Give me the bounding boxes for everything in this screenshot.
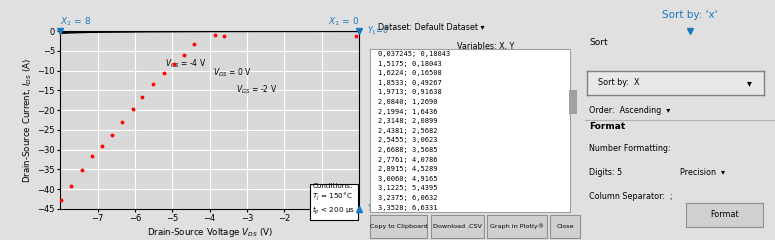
Text: Sort by: 'x': Sort by: 'x' [662,10,718,20]
X-axis label: Drain-Source Voltage $V_{DS}$ (V): Drain-Source Voltage $V_{DS}$ (V) [146,226,273,239]
Text: $V_{GS}$ = -2 V: $V_{GS}$ = -2 V [236,83,277,96]
Text: 3,2375; 6,0632: 3,2375; 6,0632 [378,195,438,201]
Text: $X_1$ = 0: $X_1$ = 0 [328,16,359,28]
Text: Graph in Plotly®: Graph in Plotly® [490,223,544,229]
Text: Order:  Ascending  ▾: Order: Ascending ▾ [589,106,670,115]
Text: Variables: X, Y: Variables: X, Y [457,42,515,51]
Text: 2,8915; 4,5289: 2,8915; 4,5289 [378,166,438,172]
Text: Format: Format [711,210,739,219]
Text: Format: Format [589,122,625,132]
Text: 2,0840; 1,2690: 2,0840; 1,2690 [378,99,438,105]
Text: 2,6688; 3,5685: 2,6688; 3,5685 [378,147,438,153]
Text: $Y_2$=45: $Y_2$=45 [367,203,394,215]
Text: Conditions:
$T_j$ = 150°C
$t_p$ < 200 μs: Conditions: $T_j$ = 150°C $t_p$ < 200 μs [312,183,355,217]
Text: 2,7761; 4,0786: 2,7761; 4,0786 [378,156,438,163]
Text: 2,5455; 3,0623: 2,5455; 3,0623 [378,137,438,144]
Text: 1,5175; 0,18043: 1,5175; 0,18043 [378,60,443,66]
Text: Dataset: Default Dataset ▾: Dataset: Default Dataset ▾ [378,23,485,32]
Text: 1,6224; 0,16508: 1,6224; 0,16508 [378,70,443,76]
Text: Sort by:  X: Sort by: X [598,78,639,87]
Text: ▾: ▾ [747,78,752,88]
Text: 1,8533; 0,49267: 1,8533; 0,49267 [378,80,443,86]
Text: 2,4381; 2,5682: 2,4381; 2,5682 [378,128,438,134]
Text: Close: Close [556,224,574,229]
Text: 1,9713; 0,91638: 1,9713; 0,91638 [378,89,443,95]
Text: $V_{GS}$ = 0 V: $V_{GS}$ = 0 V [213,66,252,79]
Text: $Y_1$=0: $Y_1$=0 [367,25,389,37]
Text: Sort: Sort [589,38,608,48]
Text: 3,1225; 5,4395: 3,1225; 5,4395 [378,185,438,192]
Text: $V_{GS}$ = -4 V: $V_{GS}$ = -4 V [165,58,206,70]
Text: Digits: 5: Digits: 5 [589,168,622,177]
Text: 3,0060; 4,9165: 3,0060; 4,9165 [378,176,438,182]
Text: 0,037245; 0,18043: 0,037245; 0,18043 [378,51,451,57]
Text: Number Formatting:: Number Formatting: [589,144,670,153]
Text: 2,3148; 2,0899: 2,3148; 2,0899 [378,118,438,124]
Text: Copy to Clipboard: Copy to Clipboard [370,224,428,229]
Text: 3,3528; 6,6331: 3,3528; 6,6331 [378,204,438,211]
Text: Precision  ▾: Precision ▾ [680,168,725,177]
Text: Column Separator:  ;: Column Separator: ; [589,192,673,201]
Text: Download .CSV: Download .CSV [432,224,482,229]
Bar [569,90,577,114]
Text: 2,1994; 1,6436: 2,1994; 1,6436 [378,108,438,115]
Y-axis label: Drain-Source Current, $I_{DS}$ (A): Drain-Source Current, $I_{DS}$ (A) [22,57,35,183]
Text: $X_2$ = 8: $X_2$ = 8 [60,16,91,28]
